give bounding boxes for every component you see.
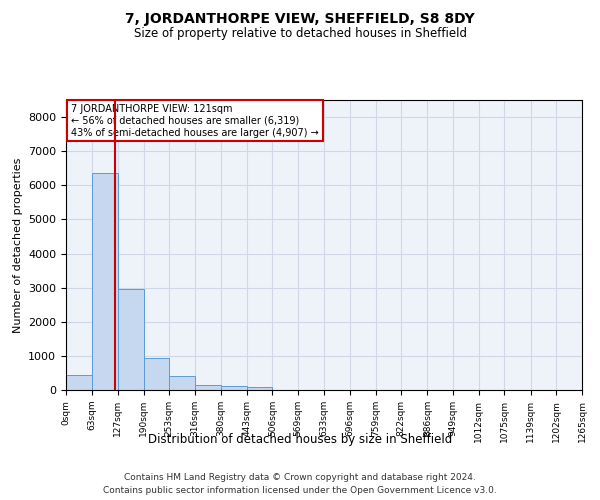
Bar xyxy=(118,290,143,390)
Text: Contains public sector information licensed under the Open Government Licence v3: Contains public sector information licen… xyxy=(103,486,497,495)
Text: Distribution of detached houses by size in Sheffield: Distribution of detached houses by size … xyxy=(148,432,452,446)
Bar xyxy=(195,385,221,390)
Bar xyxy=(247,388,272,390)
Text: Size of property relative to detached houses in Sheffield: Size of property relative to detached ho… xyxy=(133,28,467,40)
Y-axis label: Number of detached properties: Number of detached properties xyxy=(13,158,23,332)
Text: Contains HM Land Registry data © Crown copyright and database right 2024.: Contains HM Land Registry data © Crown c… xyxy=(124,472,476,482)
Bar xyxy=(169,376,195,390)
Bar xyxy=(221,386,247,390)
Bar xyxy=(92,174,118,390)
Bar xyxy=(66,374,92,390)
Bar xyxy=(143,358,169,390)
Text: 7 JORDANTHORPE VIEW: 121sqm
← 56% of detached houses are smaller (6,319)
43% of : 7 JORDANTHORPE VIEW: 121sqm ← 56% of det… xyxy=(71,104,319,138)
Text: 7, JORDANTHORPE VIEW, SHEFFIELD, S8 8DY: 7, JORDANTHORPE VIEW, SHEFFIELD, S8 8DY xyxy=(125,12,475,26)
